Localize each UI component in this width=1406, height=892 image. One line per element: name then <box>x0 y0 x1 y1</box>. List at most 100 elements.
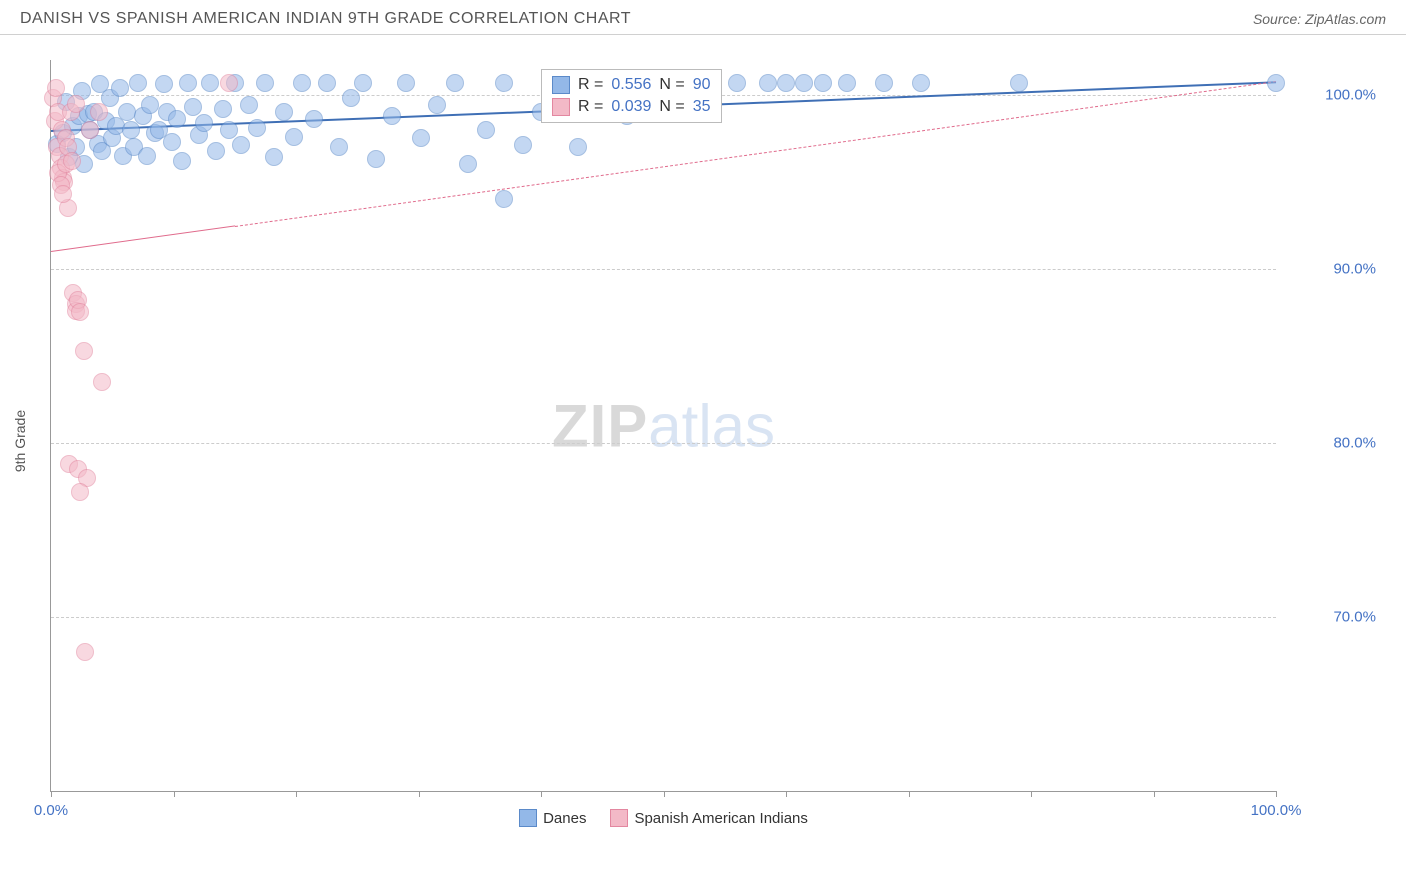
data-point-1 <box>93 373 111 391</box>
x-tick <box>296 791 297 797</box>
data-point-0 <box>875 74 893 92</box>
stats-swatch-1 <box>552 98 570 116</box>
data-point-1 <box>90 103 108 121</box>
chart-title: DANISH VS SPANISH AMERICAN INDIAN 9TH GR… <box>20 10 631 28</box>
x-tick <box>909 791 910 797</box>
data-point-0 <box>111 79 129 97</box>
data-point-0 <box>184 98 202 116</box>
data-point-0 <box>759 74 777 92</box>
data-point-0 <box>256 74 274 92</box>
data-point-0 <box>428 96 446 114</box>
gridline-h <box>51 443 1276 444</box>
x-tick <box>419 791 420 797</box>
data-point-0 <box>220 121 238 139</box>
data-point-0 <box>248 119 266 137</box>
y-tick-label: 70.0% <box>1286 608 1376 625</box>
gridline-h <box>51 617 1276 618</box>
stats-swatch-0 <box>552 76 570 94</box>
x-tick <box>664 791 665 797</box>
y-tick-label: 100.0% <box>1286 86 1376 103</box>
data-point-0 <box>232 136 250 154</box>
stats-n-label-0: N = <box>659 76 684 94</box>
chart-area: 9th Grade ZIPatlas 70.0%80.0%90.0%100.0%… <box>40 50 1386 832</box>
data-point-1 <box>71 303 89 321</box>
data-point-0 <box>1267 74 1285 92</box>
data-point-1 <box>75 342 93 360</box>
data-point-0 <box>214 100 232 118</box>
data-point-0 <box>168 110 186 128</box>
legend-label-1: Spanish American Indians <box>634 810 807 827</box>
data-point-0 <box>777 74 795 92</box>
stats-box: R =0.556N =90R =0.039N =35 <box>541 69 722 123</box>
data-point-0 <box>838 74 856 92</box>
data-point-0 <box>1010 74 1028 92</box>
legend-swatch-0 <box>519 809 537 827</box>
data-point-0 <box>397 74 415 92</box>
y-tick-label: 80.0% <box>1286 434 1376 451</box>
stats-row-0: R =0.556N =90 <box>548 74 715 96</box>
data-point-1 <box>220 74 238 92</box>
data-point-0 <box>383 107 401 125</box>
x-tick <box>1276 791 1277 797</box>
stats-r-label-1: R = <box>578 98 603 116</box>
chart-source: Source: ZipAtlas.com <box>1253 11 1386 27</box>
data-point-0 <box>129 74 147 92</box>
x-tick <box>1154 791 1155 797</box>
data-point-0 <box>495 190 513 208</box>
data-point-0 <box>342 89 360 107</box>
x-tick <box>174 791 175 797</box>
data-point-0 <box>207 142 225 160</box>
data-point-0 <box>305 110 323 128</box>
chart-header: DANISH VS SPANISH AMERICAN INDIAN 9TH GR… <box>0 0 1406 35</box>
data-point-0 <box>195 114 213 132</box>
data-point-0 <box>412 129 430 147</box>
stats-n-label-1: N = <box>659 98 684 116</box>
data-point-1 <box>47 79 65 97</box>
data-point-0 <box>122 121 140 139</box>
legend-label-0: Danes <box>543 810 586 827</box>
x-tick <box>1031 791 1032 797</box>
data-point-0 <box>569 138 587 156</box>
data-point-0 <box>514 136 532 154</box>
trend-line-1 <box>51 226 235 253</box>
gridline-h <box>51 269 1276 270</box>
y-tick-label: 90.0% <box>1286 260 1376 277</box>
stats-n-value-1: 35 <box>693 98 711 116</box>
data-point-0 <box>155 75 173 93</box>
data-point-0 <box>495 74 513 92</box>
data-point-1 <box>54 185 72 203</box>
stats-r-value-0: 0.556 <box>611 76 651 94</box>
x-tick <box>541 791 542 797</box>
data-point-1 <box>63 152 81 170</box>
data-point-0 <box>275 103 293 121</box>
watermark-atlas: atlas <box>648 392 775 459</box>
data-point-0 <box>446 74 464 92</box>
data-point-0 <box>293 74 311 92</box>
data-point-0 <box>330 138 348 156</box>
data-point-0 <box>141 96 159 114</box>
x-tick <box>786 791 787 797</box>
data-point-0 <box>179 74 197 92</box>
x-tick <box>51 791 52 797</box>
data-point-1 <box>67 95 85 113</box>
legend-item-1: Spanish American Indians <box>610 809 807 827</box>
data-point-0 <box>795 74 813 92</box>
data-point-1 <box>71 483 89 501</box>
data-point-0 <box>728 74 746 92</box>
data-point-0 <box>240 96 258 114</box>
data-point-0 <box>912 74 930 92</box>
legend-item-0: Danes <box>519 809 586 827</box>
stats-n-value-0: 90 <box>693 76 711 94</box>
watermark-zip: ZIP <box>552 392 648 459</box>
watermark: ZIPatlas <box>552 391 775 460</box>
data-point-1 <box>76 643 94 661</box>
data-point-0 <box>814 74 832 92</box>
plot-region: ZIPatlas 70.0%80.0%90.0%100.0%0.0%100.0%… <box>50 60 1276 792</box>
data-point-0 <box>138 147 156 165</box>
data-point-1 <box>81 121 99 139</box>
data-point-0 <box>354 74 372 92</box>
data-point-0 <box>367 150 385 168</box>
data-point-0 <box>285 128 303 146</box>
data-point-0 <box>477 121 495 139</box>
legend: Danes Spanish American Indians <box>51 809 1276 827</box>
